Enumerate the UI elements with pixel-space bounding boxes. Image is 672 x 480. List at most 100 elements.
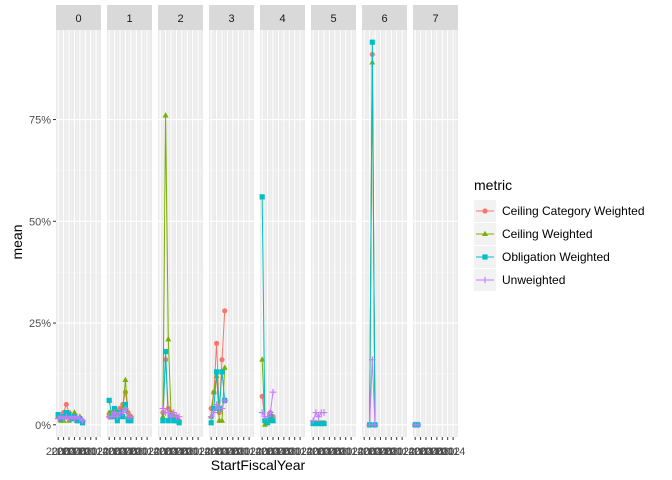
legend: metric Ceiling Category WeightedCeiling … — [474, 177, 645, 291]
data-point — [414, 421, 422, 429]
data-point — [481, 276, 489, 284]
data-point — [313, 420, 319, 427]
x-tick-label: 2004 — [210, 446, 234, 458]
legend-label: Ceiling Category Weighted — [502, 204, 645, 218]
data-point — [219, 417, 226, 423]
x-tick-label: 2000 — [148, 446, 172, 458]
facet-strip-label: 2 — [177, 13, 183, 25]
data-point — [162, 348, 169, 355]
data-point — [269, 388, 277, 396]
x-tick-label: 2000 — [250, 446, 274, 458]
facet-strip — [56, 5, 101, 30]
facet-strip-label: 7 — [432, 13, 438, 25]
data-point — [221, 364, 228, 370]
data-point — [213, 369, 220, 375]
x-tick-label: 2010 — [277, 446, 301, 458]
x-tick-label: 2006 — [215, 446, 239, 458]
x-tick-label: 2010 — [379, 446, 403, 458]
x-tick-label: 2012 — [78, 446, 102, 458]
x-tick-label: 2012 — [384, 446, 408, 458]
data-point — [222, 308, 228, 314]
x-tick-label: 2012 — [231, 446, 255, 458]
data-point — [207, 413, 215, 420]
series-unweighted — [309, 409, 328, 425]
facet-strip — [413, 5, 458, 30]
x-tick-label: 2000 — [352, 446, 376, 458]
x-axis-title: StartFiscalYear — [211, 457, 306, 473]
x-tick-label: 2008 — [170, 446, 194, 458]
x-tick-label: 2012 — [333, 446, 357, 458]
x-tick-label: 2008 — [119, 446, 143, 458]
data-point — [74, 418, 80, 424]
x-tick-label: 2014 — [288, 446, 312, 458]
data-point — [264, 413, 271, 420]
x-tick-label: 2006 — [317, 446, 341, 458]
x-tick-label: 2006 — [62, 446, 86, 458]
facet-panel-5: 5 — [309, 5, 356, 437]
x-tick-label: 2010 — [226, 446, 250, 458]
series-unweighted — [411, 421, 422, 429]
data-point — [210, 409, 218, 416]
legend-label: Obligation Weighted — [502, 250, 610, 264]
x-tick-label: 2008 — [323, 446, 347, 458]
x-tick-label: 2008 — [68, 446, 92, 458]
series-unweighted — [159, 405, 183, 420]
data-point — [482, 254, 488, 260]
data-point — [120, 414, 126, 420]
x-tick-label: 2002 — [153, 446, 177, 458]
data-point — [111, 405, 118, 412]
x-tick-label: 2010 — [73, 446, 97, 458]
facet-strip — [107, 5, 152, 30]
facet-strip-label: 0 — [75, 13, 81, 25]
legend-items: Ceiling Category Weighted Ceiling Weighte… — [474, 200, 645, 291]
x-tick-label: 2000 — [403, 446, 427, 458]
facet-panel-1: 1 — [105, 5, 152, 437]
data-point — [218, 405, 226, 412]
panel-background — [260, 30, 305, 437]
data-point — [261, 421, 268, 427]
facet-panel-4: 4 — [258, 5, 305, 437]
x-tick-label: 2010 — [430, 446, 454, 458]
data-point — [309, 417, 317, 425]
data-point — [320, 409, 328, 416]
data-point — [122, 401, 129, 408]
facet-strip — [209, 5, 254, 30]
data-point — [170, 409, 178, 416]
data-point — [219, 357, 225, 363]
x-tick-label: 2014 — [237, 446, 261, 458]
facet-panel-7: 7 — [411, 5, 458, 437]
x-tick-label: 2000 — [97, 446, 121, 458]
x-tick-label: 2010 — [175, 446, 199, 458]
data-point — [262, 418, 268, 424]
data-point — [264, 420, 271, 426]
data-point — [173, 418, 180, 424]
x-tick-label: 2006 — [113, 446, 137, 458]
x-tick-label: 2002 — [357, 446, 381, 458]
y-axis-title: mean — [9, 224, 25, 259]
legend-title: metric — [474, 177, 512, 193]
data-point — [66, 412, 72, 418]
data-point — [127, 413, 135, 420]
data-point — [122, 405, 129, 412]
data-point — [125, 418, 131, 424]
legend-label: Unweighted — [502, 273, 565, 287]
legend-label: Ceiling Weighted — [502, 227, 593, 241]
panel-background — [413, 30, 458, 437]
data-point — [63, 409, 69, 416]
data-point — [79, 417, 86, 425]
data-point — [171, 418, 177, 424]
data-point — [371, 421, 379, 429]
series-unweighted — [258, 388, 277, 420]
x-tick-label: 2006 — [368, 446, 392, 458]
data-point — [482, 208, 488, 214]
panel-background — [56, 30, 101, 437]
x-axis-tick-labels: 2000200220042006200820102012201420002002… — [46, 437, 465, 458]
data-point — [114, 413, 121, 420]
x-tick-label: 2002 — [408, 446, 432, 458]
x-tick-label: 2006 — [266, 446, 290, 458]
data-point — [219, 369, 225, 375]
x-tick-label: 2004 — [312, 446, 336, 458]
x-tick-label: 2002 — [51, 446, 75, 458]
data-point — [159, 405, 167, 412]
series-unweighted — [366, 356, 379, 429]
